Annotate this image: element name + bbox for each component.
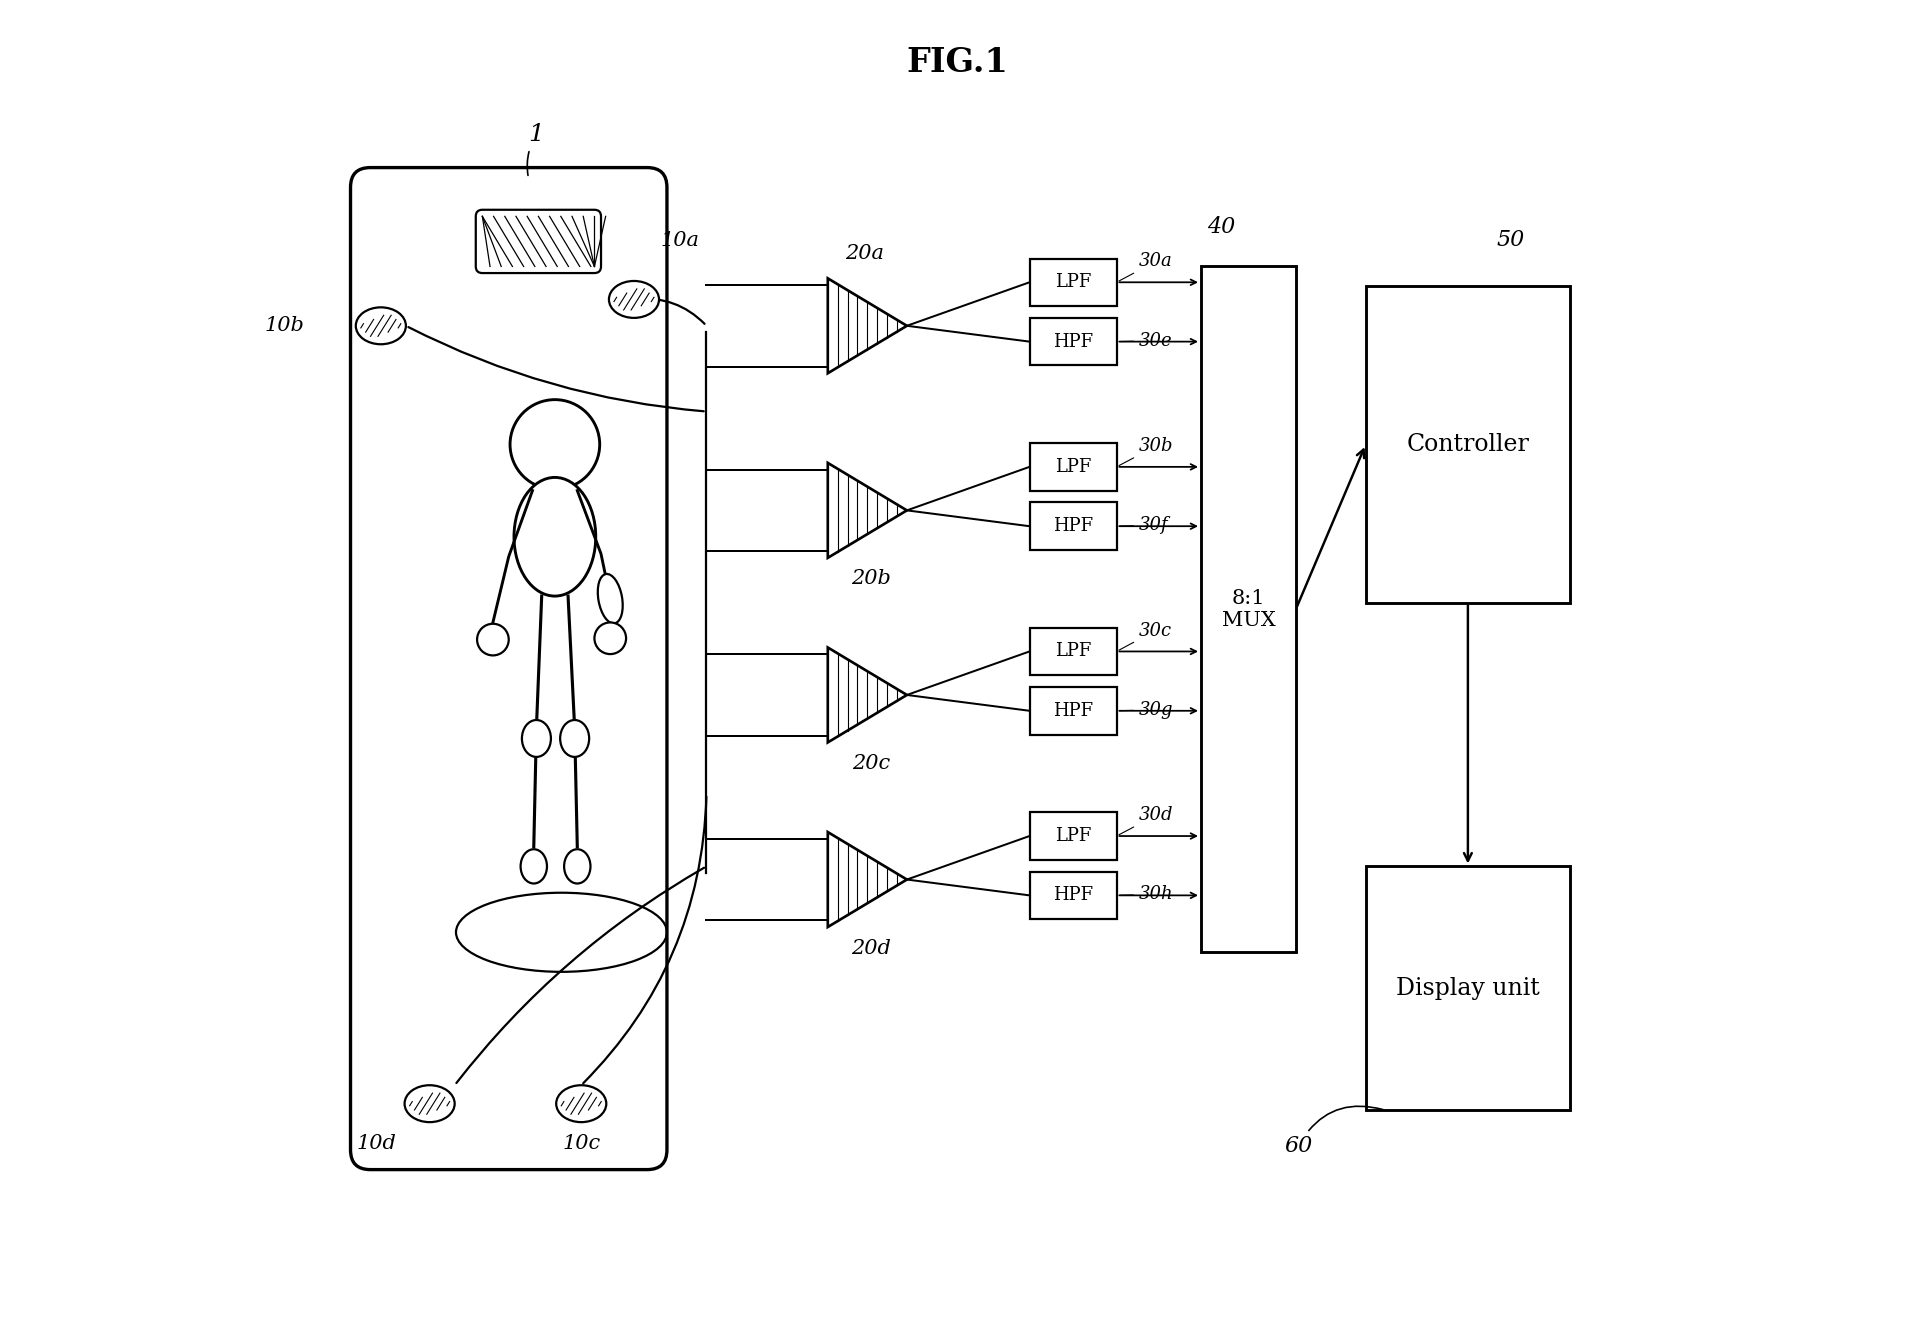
Text: LPF: LPF [1055,458,1091,475]
Text: 40: 40 [1206,216,1235,238]
Ellipse shape [609,281,658,318]
Bar [1030,628,1116,675]
Text: 20d: 20d [852,939,892,957]
Ellipse shape [523,720,551,757]
FancyBboxPatch shape [350,168,666,1169]
Text: 20a: 20a [846,244,884,262]
Text: 50: 50 [1497,229,1525,252]
Ellipse shape [565,849,591,883]
Text: 30f: 30f [1120,516,1169,534]
Circle shape [477,624,509,655]
Bar [1030,813,1116,859]
Text: 10c: 10c [563,1133,601,1153]
Bar [1030,444,1116,491]
Bar [1200,266,1296,952]
Text: 30e: 30e [1120,331,1173,350]
Bar [1030,318,1116,365]
Text: 60: 60 [1284,1107,1382,1157]
Bar [1367,866,1569,1111]
Text: Display unit: Display unit [1395,977,1539,1000]
Text: 10a: 10a [660,230,701,250]
Text: 20c: 20c [852,755,890,773]
Text: Controller: Controller [1407,433,1529,455]
Text: LPF: LPF [1055,828,1091,845]
Polygon shape [827,463,907,557]
Ellipse shape [597,575,622,624]
Text: LPF: LPF [1055,273,1091,291]
Text: HPF: HPF [1053,702,1093,720]
Text: 10d: 10d [356,1133,396,1153]
Text: 8:1
MUX: 8:1 MUX [1221,589,1275,630]
Polygon shape [827,647,907,743]
Bar [1030,871,1116,919]
FancyBboxPatch shape [477,209,601,273]
Ellipse shape [404,1086,456,1123]
Circle shape [509,400,599,490]
Bar [1367,286,1569,602]
Text: 30b: 30b [1120,437,1173,466]
Text: 20b: 20b [852,569,892,588]
Bar [1030,687,1116,735]
Bar [1030,258,1116,306]
Text: LPF: LPF [1055,642,1091,661]
Text: 30g: 30g [1120,700,1173,719]
Text: 10b: 10b [264,316,304,335]
Polygon shape [827,831,907,927]
Circle shape [595,622,626,654]
Ellipse shape [356,307,406,344]
Text: 30c: 30c [1120,622,1171,650]
Ellipse shape [521,849,547,883]
Ellipse shape [557,1086,607,1123]
Text: 30a: 30a [1120,253,1173,281]
Text: FIG.1: FIG.1 [905,45,1009,78]
Text: 30d: 30d [1120,806,1173,834]
Polygon shape [827,278,907,373]
Bar [1030,503,1116,549]
Text: HPF: HPF [1053,518,1093,535]
Ellipse shape [515,478,595,596]
Text: HPF: HPF [1053,886,1093,904]
Text: 30h: 30h [1120,886,1173,903]
Text: HPF: HPF [1053,332,1093,351]
Text: 1: 1 [526,123,544,175]
Ellipse shape [561,720,590,757]
